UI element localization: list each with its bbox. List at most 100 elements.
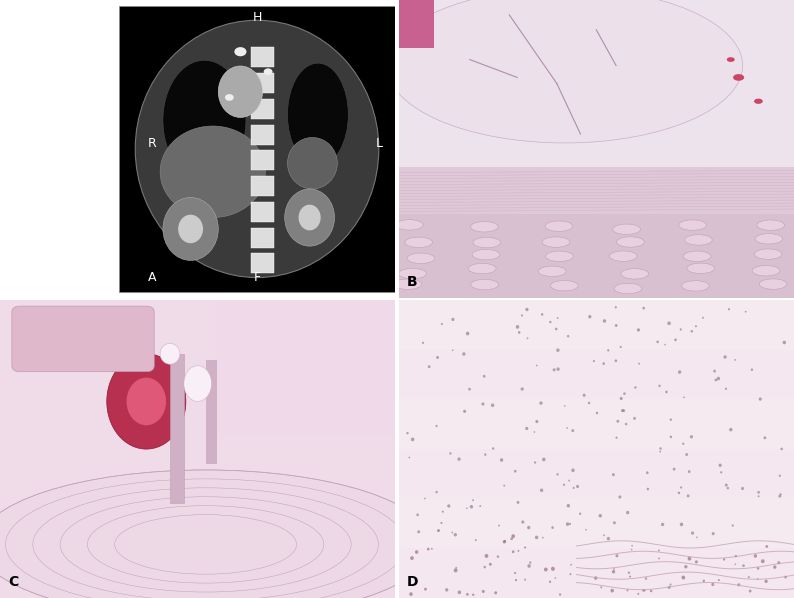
- Ellipse shape: [711, 583, 715, 586]
- Ellipse shape: [541, 313, 543, 316]
- Ellipse shape: [617, 237, 644, 247]
- Ellipse shape: [754, 554, 757, 558]
- Bar: [399, 499, 794, 548]
- Ellipse shape: [527, 564, 531, 568]
- Ellipse shape: [416, 514, 419, 516]
- Bar: [252, 150, 274, 170]
- Ellipse shape: [535, 536, 538, 539]
- Ellipse shape: [613, 568, 615, 570]
- Ellipse shape: [658, 550, 660, 551]
- Ellipse shape: [557, 473, 559, 475]
- Ellipse shape: [615, 554, 619, 557]
- Ellipse shape: [757, 220, 784, 230]
- Ellipse shape: [559, 593, 561, 596]
- Bar: [218, 300, 395, 434]
- Ellipse shape: [570, 564, 572, 566]
- Bar: [399, 548, 794, 598]
- Ellipse shape: [163, 197, 218, 260]
- Text: F: F: [253, 271, 260, 284]
- Ellipse shape: [683, 396, 685, 398]
- Ellipse shape: [713, 370, 716, 373]
- Ellipse shape: [518, 331, 521, 334]
- Ellipse shape: [437, 529, 440, 532]
- Ellipse shape: [778, 495, 781, 498]
- Ellipse shape: [409, 592, 413, 596]
- Ellipse shape: [619, 397, 622, 400]
- Ellipse shape: [603, 362, 605, 365]
- Ellipse shape: [612, 473, 615, 476]
- Ellipse shape: [395, 219, 423, 230]
- Ellipse shape: [583, 393, 586, 397]
- Ellipse shape: [645, 577, 647, 580]
- Ellipse shape: [773, 565, 777, 569]
- Ellipse shape: [734, 563, 736, 565]
- Ellipse shape: [512, 550, 515, 553]
- Ellipse shape: [642, 307, 645, 310]
- Ellipse shape: [530, 562, 531, 564]
- Ellipse shape: [628, 572, 630, 574]
- Ellipse shape: [492, 447, 495, 450]
- Ellipse shape: [733, 74, 744, 81]
- Ellipse shape: [619, 346, 622, 348]
- Ellipse shape: [468, 388, 471, 390]
- Ellipse shape: [551, 526, 554, 529]
- Ellipse shape: [516, 325, 519, 329]
- Ellipse shape: [623, 392, 626, 395]
- Bar: [252, 99, 274, 119]
- Ellipse shape: [553, 368, 556, 371]
- Ellipse shape: [511, 538, 513, 540]
- Ellipse shape: [765, 579, 768, 583]
- Ellipse shape: [615, 306, 617, 309]
- Ellipse shape: [687, 495, 689, 498]
- Ellipse shape: [607, 537, 610, 541]
- Ellipse shape: [527, 526, 530, 529]
- Ellipse shape: [695, 560, 698, 563]
- Ellipse shape: [659, 447, 662, 450]
- Ellipse shape: [422, 341, 424, 344]
- Ellipse shape: [418, 530, 420, 533]
- Ellipse shape: [646, 488, 649, 490]
- Ellipse shape: [678, 492, 680, 494]
- Ellipse shape: [526, 337, 528, 339]
- Ellipse shape: [163, 60, 246, 181]
- Ellipse shape: [779, 475, 781, 477]
- Ellipse shape: [711, 532, 715, 535]
- Ellipse shape: [451, 318, 454, 321]
- Ellipse shape: [614, 283, 642, 294]
- Ellipse shape: [741, 487, 744, 490]
- Ellipse shape: [470, 505, 473, 508]
- Ellipse shape: [503, 540, 506, 544]
- Ellipse shape: [441, 522, 442, 524]
- Ellipse shape: [643, 589, 646, 591]
- Bar: [399, 0, 434, 48]
- Ellipse shape: [481, 402, 484, 405]
- Ellipse shape: [748, 576, 750, 578]
- Ellipse shape: [497, 556, 499, 558]
- Ellipse shape: [616, 420, 619, 423]
- Ellipse shape: [472, 249, 499, 260]
- Ellipse shape: [680, 523, 683, 526]
- Ellipse shape: [494, 591, 497, 594]
- Ellipse shape: [688, 557, 692, 560]
- Ellipse shape: [572, 487, 575, 489]
- Ellipse shape: [225, 94, 233, 101]
- Ellipse shape: [566, 427, 568, 429]
- Bar: [252, 202, 274, 222]
- Ellipse shape: [554, 577, 556, 579]
- Ellipse shape: [428, 365, 430, 368]
- Ellipse shape: [447, 504, 450, 508]
- Ellipse shape: [718, 579, 720, 581]
- Ellipse shape: [536, 365, 538, 367]
- Ellipse shape: [742, 565, 745, 567]
- Ellipse shape: [658, 385, 661, 387]
- Ellipse shape: [765, 545, 768, 548]
- Ellipse shape: [218, 66, 263, 117]
- Ellipse shape: [569, 573, 572, 575]
- Ellipse shape: [781, 448, 783, 450]
- Ellipse shape: [394, 279, 422, 289]
- Ellipse shape: [534, 431, 535, 433]
- Ellipse shape: [702, 317, 704, 319]
- Ellipse shape: [178, 215, 203, 243]
- Ellipse shape: [457, 590, 461, 594]
- Ellipse shape: [631, 545, 633, 547]
